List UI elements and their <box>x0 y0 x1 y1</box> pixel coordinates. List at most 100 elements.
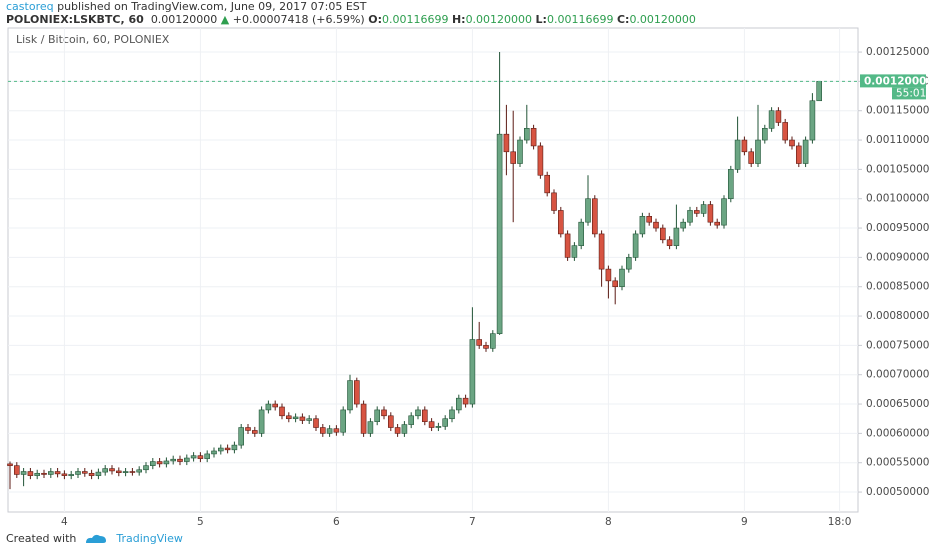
candle-body <box>700 204 707 214</box>
candle-body <box>721 198 727 226</box>
up-arrow: ▲ <box>220 13 230 26</box>
c-label: C: <box>616 13 630 26</box>
candle-body <box>41 472 47 475</box>
candle-body <box>503 133 510 153</box>
header-line-1: castoreq published on TradingView.com, J… <box>6 0 696 13</box>
created-with: Created with <box>6 532 77 545</box>
candle-body <box>510 151 517 164</box>
candle-body <box>224 447 231 451</box>
price-label-bg <box>860 74 926 88</box>
candle-body <box>625 257 632 270</box>
candle-body <box>714 221 721 226</box>
y-tick-label: 0.00115000 <box>866 105 929 117</box>
y-tick-label: 0.00105000 <box>866 163 929 175</box>
candle-body <box>598 233 605 270</box>
candle-body <box>442 418 449 427</box>
last-price: 0.00120000 <box>150 13 218 26</box>
candle-body <box>571 245 578 258</box>
candle-body <box>789 139 795 147</box>
candle-body <box>741 139 748 153</box>
y-tick-label: 0.00065000 <box>866 398 929 410</box>
candle-body <box>20 471 27 475</box>
candle-body <box>415 409 421 417</box>
candle-body <box>156 461 163 465</box>
y-tick-label: 0.00125000 <box>866 46 929 58</box>
candle-body <box>170 458 176 462</box>
candle-body <box>680 221 687 229</box>
candle-body <box>313 418 319 428</box>
candle-body <box>585 198 591 223</box>
candle-body <box>292 416 299 420</box>
candle-body <box>122 471 129 473</box>
x-tick-label: 6 <box>333 516 340 528</box>
candle-body <box>564 233 571 258</box>
candle-body <box>238 427 244 446</box>
candle-body <box>469 339 476 405</box>
candle-body <box>387 415 394 428</box>
candle-body <box>265 403 272 411</box>
candle-body <box>326 428 333 434</box>
candle-body <box>476 339 483 346</box>
y-tick-label: 0.00090000 <box>866 251 929 263</box>
candle-body <box>47 471 54 475</box>
candle-body <box>483 345 489 349</box>
candle-body <box>673 227 680 246</box>
c-value: 0.00120000 <box>629 13 696 26</box>
author[interactable]: castoreq <box>6 0 54 13</box>
x-tick-label: 5 <box>197 516 204 528</box>
candle-body <box>143 465 149 471</box>
candle-body <box>707 204 714 223</box>
candle-body <box>748 151 755 164</box>
y-tick-label: 0.00080000 <box>866 310 929 322</box>
candle-body <box>54 471 61 475</box>
candle-body <box>449 409 455 420</box>
l-value: 0.00116699 <box>546 13 614 26</box>
header: castoreq published on TradingView.com, J… <box>6 0 696 26</box>
candle-body <box>408 415 415 425</box>
x-tick-label: 9 <box>741 516 748 528</box>
candle-body <box>523 128 530 141</box>
candle-body <box>755 139 761 164</box>
candle-body <box>639 216 646 235</box>
o-value: 0.00116699 <box>381 13 449 26</box>
candle-body <box>537 145 544 176</box>
candle-body <box>184 457 190 462</box>
y-tick-label: 0.00110000 <box>866 134 929 146</box>
candle-body <box>809 100 816 141</box>
y-tick-label: 0.00070000 <box>866 369 929 381</box>
candle-body <box>659 227 666 241</box>
candle-body <box>612 280 619 288</box>
candle-body <box>646 216 653 223</box>
candle-body <box>401 424 408 434</box>
candle-body <box>374 409 381 422</box>
plot-frame <box>7 27 859 513</box>
h-value: 0.00120000 <box>465 13 533 26</box>
candle-body <box>340 409 347 433</box>
candle-body <box>578 221 585 246</box>
candle-body <box>530 128 537 147</box>
candle-body <box>197 455 204 459</box>
published: published on TradingView.com, June 09, 2… <box>57 0 367 13</box>
y-tick-label: 0.00050000 <box>866 486 929 498</box>
x-tick-label: 18:0 <box>828 516 852 528</box>
y-tick-label: 0.00055000 <box>866 457 929 469</box>
candle-body <box>347 380 353 411</box>
change: +0.00007418 (+6.59%) <box>232 13 365 26</box>
candle-body <box>252 430 258 434</box>
candle-body <box>333 428 340 433</box>
y-tick-label: 0.00085000 <box>866 281 929 293</box>
candle-body <box>816 81 823 102</box>
candle-body <box>605 268 612 282</box>
candle-body <box>306 418 313 421</box>
candle-body <box>319 427 326 434</box>
candle-body <box>231 444 238 451</box>
candle-body <box>693 210 700 214</box>
candle-body <box>551 192 557 211</box>
y-tick-label: 0.00100000 <box>866 193 929 205</box>
y-tick-label: 0.00095000 <box>866 222 929 234</box>
brand[interactable]: TradingView <box>116 532 183 545</box>
logo <box>86 534 107 543</box>
chart: Lisk / Bitcoin, 60, POLONIEX 0.00050000 0… <box>7 27 930 528</box>
candle-body <box>82 471 88 474</box>
